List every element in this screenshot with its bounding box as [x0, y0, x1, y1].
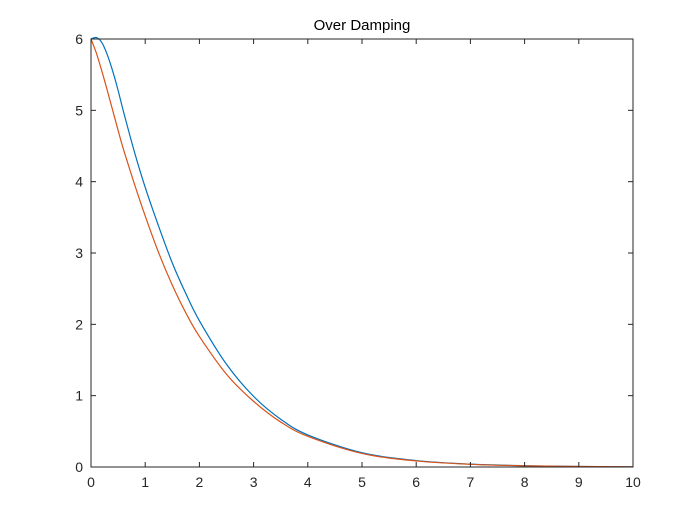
series-line-2: [90, 38, 634, 468]
y-tick-label: 0: [75, 459, 83, 475]
plot-area: [91, 39, 633, 467]
y-tick-label: 6: [75, 31, 83, 47]
x-tick-label: 1: [141, 474, 149, 490]
x-tick-label: 9: [575, 474, 583, 490]
axes-box: [90, 38, 634, 468]
x-tick-label: 10: [625, 474, 641, 490]
y-tick-label: 5: [75, 102, 83, 118]
x-tick-label: 3: [250, 474, 258, 490]
series-layer: [90, 36, 634, 468]
x-tick-label: 0: [87, 474, 95, 490]
y-tick-label: 4: [75, 174, 83, 190]
y-tick-label: 3: [75, 245, 83, 261]
y-tick-label: 2: [75, 316, 83, 332]
chart-title: Over Damping: [314, 17, 411, 34]
x-tick-label: 2: [196, 474, 204, 490]
y-tick-labels: 0 1 2 3 4 5 6: [75, 31, 83, 475]
y-tick-label: 1: [75, 388, 83, 404]
x-tick-label: 5: [358, 474, 366, 490]
x-tick-label: 6: [412, 474, 420, 490]
x-tick-label: 4: [304, 474, 312, 490]
x-tick-labels: 0 1 2 3 4 5 6 7 8 9 10: [87, 474, 641, 490]
x-tick-label: 7: [467, 474, 475, 490]
x-tick-label: 8: [521, 474, 529, 490]
